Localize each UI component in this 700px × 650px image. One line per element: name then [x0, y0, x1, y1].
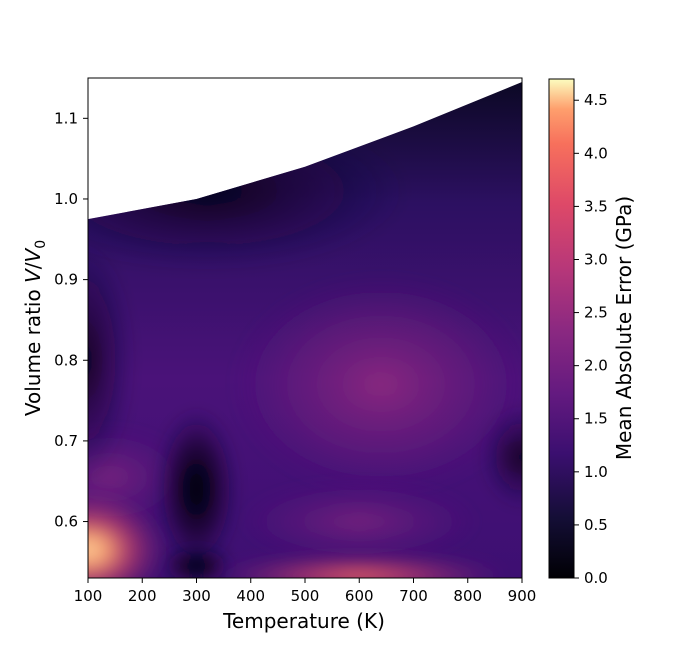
colorbar-tick-label: 2.5 — [584, 304, 608, 322]
x-axis-label: Temperature (K) — [222, 609, 385, 633]
colorbar-ticks: 0.0 0.5 1.0 1.5 2.0 2.5 3.0 3.5 4.0 4.5 — [574, 91, 608, 587]
y-axis-label-v0: V — [21, 247, 45, 262]
y-tick-label: 1.1 — [54, 109, 78, 127]
colorbar-tick-label: 1.5 — [584, 410, 608, 428]
left-dark-region — [88, 240, 133, 481]
colorbar-tick-label: 0.5 — [584, 516, 608, 534]
x-axis: 100 200 300 400 500 600 700 800 900 — [74, 578, 537, 605]
x-tick-label: 700 — [399, 587, 428, 605]
y-axis-label-subscript: 0 — [33, 240, 49, 249]
x-tick-label: 200 — [128, 587, 157, 605]
y-tick-label: 0.7 — [54, 432, 78, 450]
bottom-hot-band — [209, 553, 510, 578]
colorbar-tick-label: 4.5 — [584, 91, 608, 109]
max-error-hotspot — [88, 489, 168, 578]
colorbar-tick-label: 3.5 — [584, 197, 608, 215]
y-axis-label-slash: / — [21, 262, 45, 269]
x-tick-label: 600 — [345, 587, 374, 605]
left-mid-region — [88, 427, 190, 528]
heatmap-plot — [87, 77, 523, 579]
mid-error-region — [230, 274, 522, 495]
colorbar-tick-label: 3.0 — [584, 250, 608, 268]
y-tick-label: 0.9 — [54, 271, 78, 289]
lower-band-region — [239, 481, 480, 562]
x-tick-label: 100 — [74, 587, 103, 605]
y-tick-label: 0.8 — [54, 351, 78, 369]
dark-spot-300k — [156, 409, 237, 570]
colorbar: 0.0 0.5 1.0 1.5 2.0 2.5 3.0 3.5 4.0 4.5 Mean Abso… — [548, 78, 636, 587]
x-tick-label: 400 — [236, 587, 265, 605]
heatmap-field — [88, 82, 522, 578]
y-axis: 0.6 0.7 0.8 0.9 1.0 1.1 — [54, 109, 88, 531]
colorbar-gradient — [548, 78, 575, 579]
y-tick-label: 1.0 — [54, 190, 78, 208]
x-tick-label: 800 — [453, 587, 482, 605]
y-axis-label-text: Volume ratio — [21, 283, 45, 416]
colorbar-label: Mean Absolute Error (GPa) — [612, 196, 636, 460]
x-tick-label: 900 — [508, 587, 537, 605]
colorbar-tick-label: 0.0 — [584, 569, 608, 587]
colorbar-tick-label: 1.0 — [584, 463, 608, 481]
colorbar-tick-label: 2.0 — [584, 357, 608, 375]
y-axis-label-v: V — [21, 268, 45, 283]
y-axis-label: Volume ratio V/V0 — [21, 240, 49, 416]
y-tick-label: 0.6 — [54, 513, 78, 531]
colorbar-tick-label: 4.0 — [584, 144, 608, 162]
right-dark-region — [482, 407, 522, 508]
x-tick-label: 300 — [182, 587, 211, 605]
x-tick-label: 500 — [291, 587, 320, 605]
